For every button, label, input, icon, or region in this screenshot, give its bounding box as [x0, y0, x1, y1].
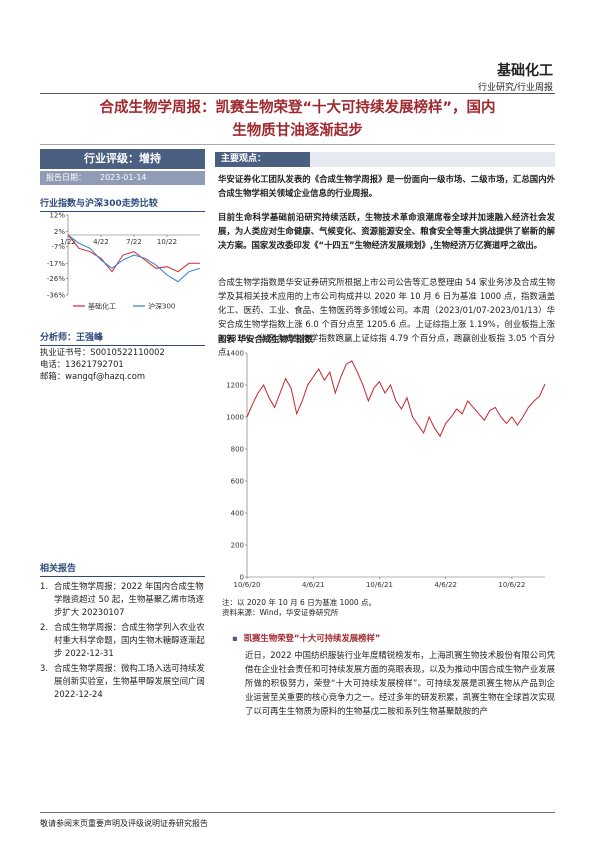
y-tick-label: 2% — [54, 228, 65, 236]
contact-value: 13621792701 — [65, 359, 124, 369]
related-num: 1. — [40, 581, 48, 591]
legend-label: 沪深300 — [148, 302, 175, 311]
contact: 电话：13621792701 — [40, 358, 205, 370]
analyst: 分析师：王强峰 — [40, 330, 205, 346]
title: 合成生物学周报：凯赛生物荣登“十大可持续发展榜样”，国内 生物质甘油逐渐起步 — [40, 97, 555, 143]
related-item: 2. 合成生物学周报：合成生物学列入农业农村重大科学命题，国内生物木糖醇逐渐起步 … — [40, 621, 205, 660]
series-line — [67, 234, 200, 273]
y-tick-label: 800 — [231, 446, 244, 454]
rule — [40, 144, 555, 145]
y-tick-label: 400 — [231, 510, 244, 518]
y-tick-label: -36% — [47, 292, 65, 300]
related-num: 3. — [40, 663, 48, 673]
y-tick-label: -17% — [47, 260, 65, 268]
contact-label: 电话： — [40, 359, 66, 369]
x-tick-label: 7/22 — [126, 238, 142, 246]
y-tick-label: 12% — [49, 212, 65, 220]
rule — [40, 93, 555, 94]
bullet-mark: ▪ — [232, 633, 238, 643]
contact-value: wangqf@hazq.com — [65, 371, 146, 381]
x-tick-label: 4/22 — [93, 238, 109, 246]
footer: 敬请参阅末页重要声明及评级说明证券研究报告 — [40, 819, 208, 828]
title-line: 合成生物学周报：凯赛生物荣登“十大可持续发展榜样”，国内 — [99, 100, 496, 116]
y-tick-label: 1400 — [226, 350, 244, 358]
related-item: 3. 合成生物学周报：微构工场入选可持续发展创新实验室，生物基甲醇发展空间广阔 2… — [40, 662, 205, 701]
small-chart: 12% 2% -7% -17% -26% -36% 1/22 4/22 7/22 10/22 基础化… — [47, 212, 201, 311]
title-line: 生物质甘油逐渐起步 — [232, 123, 363, 139]
legend-label: 基础化工 — [88, 302, 116, 311]
contact-value: S0010522110002 — [90, 347, 165, 357]
y-tick-label: -26% — [47, 275, 65, 283]
y-tick-label: 0 — [240, 574, 244, 582]
y-tick-label: 1200 — [226, 382, 244, 390]
contact: 邮箱：wangqf@hazq.com — [40, 370, 205, 382]
sector: 基础化工 — [497, 63, 553, 79]
heading-bar: 主要观点： — [215, 152, 555, 167]
x-tick-label: 10/22 — [157, 238, 177, 246]
contact-label: 执业证书号： — [40, 347, 91, 357]
paragraph: 华安证券化工团队发表的《合成生物学周报》是一份面向一级市场、二级市场，汇总国内外… — [218, 174, 555, 198]
series-line — [246, 360, 546, 438]
x-tick-label: 4/6/21 — [302, 581, 325, 589]
contacts: 执业证书号：S0010522110002 电话：13621792701 邮箱：wan… — [40, 346, 205, 382]
chart-heading: 行业指数与沪深300走势比较 — [40, 196, 205, 212]
paragraph: 目前生命科学基础前沿研究持续活跃，生物技术革命浪潮席卷全球并加速融入经济社会发展… — [218, 212, 555, 250]
x-tick-label: 10/6/22 — [498, 581, 525, 589]
source: 资料来源：Wind，华安证券研究所 — [222, 608, 339, 617]
y-tick-label: 200 — [231, 542, 244, 550]
y-tick-label: 600 — [231, 478, 244, 486]
x-tick-label: 10/6/20 — [234, 581, 261, 589]
rule — [40, 812, 555, 813]
y-tick-label: 1000 — [226, 414, 244, 422]
related-text: 合成生物学周报：合成生物学列入农业农村重大科学命题，国内生物木糖醇逐渐起步 20… — [54, 622, 205, 658]
date-label: 报告日期： — [46, 173, 86, 182]
related-item: 1. 合成生物学周报：2022 年国内合成生物学融资超过 50 起，生物基聚乙烯市… — [40, 580, 205, 619]
x-tick-label: 10/6/21 — [366, 581, 393, 589]
note: 注：以 2020 年 10 月 6 日为基准 1000 点。 — [222, 598, 377, 607]
date-bar: 报告日期： 2023-01-14 — [40, 171, 205, 185]
paragraph: 近日，2022 中国纺织服装行业年度精锐榜发布，上海凯赛生物技术股份有限公司凭借… — [245, 650, 555, 716]
contact: 执业证书号：S0010522110002 — [40, 346, 205, 358]
paragraph: 合成生物学指数是华安证券研究所根据上市公司公告等汇总整理由 54 家业务涉及合成… — [218, 277, 555, 357]
related: 1. 合成生物学周报：2022 年国内合成生物学融资超过 50 起，生物基聚乙烯市… — [40, 580, 205, 703]
y-tick-label: -7% — [51, 243, 65, 251]
related-heading: 相关报告 — [40, 561, 205, 577]
bullet: ▪ 凯赛生物荣登“十大可持续发展榜样” — [232, 632, 380, 644]
rating: 行业评级：增持 — [40, 149, 205, 169]
chart-title: 图表 华安合成生物学指数 — [218, 334, 314, 344]
index-chart: 0 200 400 600 800 1000 1200 1400 10/6/20 4/6/21 10… — [226, 350, 546, 589]
related-text: 合成生物学周报：微构工场入选可持续发展创新实验室，生物基甲醇发展空间广阔 202… — [54, 663, 205, 699]
related-num: 2. — [40, 622, 48, 632]
category: 行业研究/行业周报 — [477, 83, 553, 93]
bullet-text: 凯赛生物荣登“十大可持续发展榜样” — [243, 633, 381, 643]
series-line — [67, 234, 201, 283]
related-text: 合成生物学周报：2022 年国内合成生物学融资超过 50 起，生物基聚乙烯市场逐… — [54, 581, 204, 617]
heading: 主要观点： — [221, 154, 267, 164]
x-tick-label: 1/22 — [60, 238, 76, 246]
contact-label: 邮箱： — [40, 371, 66, 381]
date: 2023-01-14 — [100, 173, 147, 182]
x-tick-label: 4/6/22 — [434, 581, 457, 589]
